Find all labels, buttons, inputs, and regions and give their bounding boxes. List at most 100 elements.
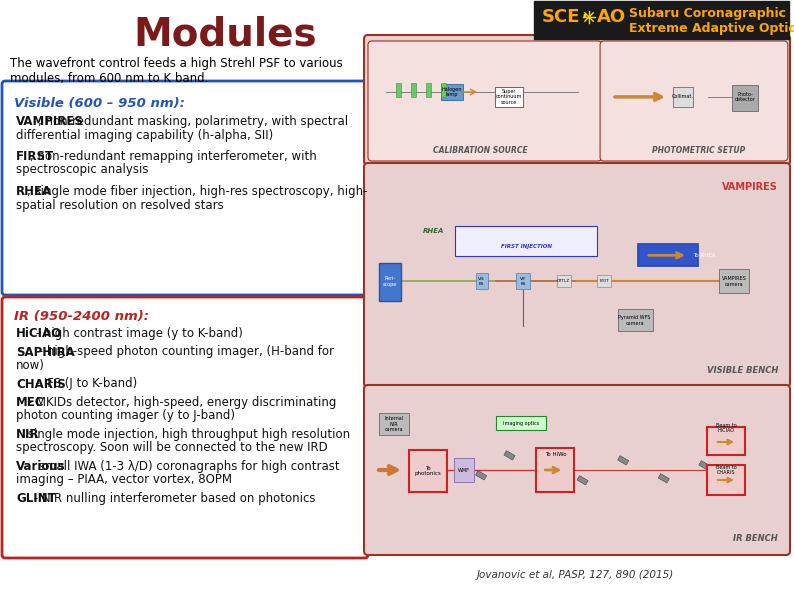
Bar <box>454 458 474 482</box>
Text: Jovanovic et al, PASP, 127, 890 (2015): Jovanovic et al, PASP, 127, 890 (2015) <box>476 570 673 580</box>
Text: Beam to
CHARIS: Beam to CHARIS <box>715 465 736 475</box>
Bar <box>699 461 710 470</box>
Bar <box>396 83 401 97</box>
Text: , non-redundant masking, polarimetry, with spectral: , non-redundant masking, polarimetry, wi… <box>38 115 348 128</box>
FancyBboxPatch shape <box>534 1 789 39</box>
Bar <box>441 83 446 97</box>
Text: Modules: Modules <box>133 15 317 53</box>
Text: IR BENCH: IR BENCH <box>733 534 778 543</box>
Text: FIRST INJECTION: FIRST INJECTION <box>501 244 552 249</box>
Text: NIR: NIR <box>16 428 40 441</box>
Text: photon counting imager (y to J-band): photon counting imager (y to J-band) <box>16 409 235 422</box>
Text: Extreme Adaptive Optics: Extreme Adaptive Optics <box>629 22 794 35</box>
Bar <box>732 85 758 111</box>
Bar <box>495 87 523 107</box>
Text: now): now) <box>16 359 45 372</box>
Bar <box>516 273 530 289</box>
Text: FIRST: FIRST <box>16 150 54 163</box>
Bar <box>638 245 698 267</box>
Bar <box>537 448 574 492</box>
FancyBboxPatch shape <box>600 41 788 161</box>
Bar <box>476 471 487 480</box>
Text: spectroscopic analysis: spectroscopic analysis <box>16 164 148 177</box>
Text: VAMPIRES: VAMPIRES <box>722 182 778 192</box>
Text: HiCIAO: HiCIAO <box>16 327 62 340</box>
Text: IR (950-2400 nm):: IR (950-2400 nm): <box>14 310 149 323</box>
Text: Internal
NIR
camera: Internal NIR camera <box>384 416 403 433</box>
Text: WMF: WMF <box>458 468 470 472</box>
Text: - high contrast image (y to K-band): - high contrast image (y to K-band) <box>33 327 243 340</box>
Text: VAMPIRES
camera: VAMPIRES camera <box>722 276 746 287</box>
Bar <box>707 465 745 495</box>
Text: Subaru Coronagraphic: Subaru Coronagraphic <box>629 7 786 20</box>
Text: Collimat.: Collimat. <box>673 95 694 99</box>
Text: VISIBLE BENCH: VISIBLE BENCH <box>707 366 778 375</box>
Bar <box>411 83 416 97</box>
Text: Photo-
detector: Photo- detector <box>734 92 756 102</box>
Bar <box>618 456 629 465</box>
Text: AO: AO <box>597 8 626 26</box>
Text: The wavefront control feeds a high Strehl PSF to various
modules, from 600 nm to: The wavefront control feeds a high Streh… <box>10 57 343 85</box>
Text: Halogen
lamp: Halogen lamp <box>442 87 462 98</box>
Text: - NIR nulling interferometer based on photonics: - NIR nulling interferometer based on ph… <box>29 492 315 505</box>
Bar <box>673 87 693 107</box>
Text: GLINT: GLINT <box>16 492 56 505</box>
Text: RHEA: RHEA <box>16 185 52 198</box>
Text: spatial resolution on resolved stars: spatial resolution on resolved stars <box>16 199 224 211</box>
Text: Super
continuum
source: Super continuum source <box>496 89 522 105</box>
Bar <box>379 413 409 435</box>
Text: small IWA (1-3 λ/D) coronagraphs for high contrast: small IWA (1-3 λ/D) coronagraphs for hig… <box>35 460 340 473</box>
Text: single mode injection, high throughput high resolution: single mode injection, high throughput h… <box>25 428 350 441</box>
Text: differential imaging capability (h-alpha, SII): differential imaging capability (h-alpha… <box>16 129 273 142</box>
Text: V/F
BS: V/F BS <box>520 277 526 286</box>
Text: Imaging optics: Imaging optics <box>503 421 539 425</box>
Text: VIS
BS: VIS BS <box>478 277 485 286</box>
FancyBboxPatch shape <box>364 35 790 165</box>
Bar <box>476 273 488 289</box>
FancyBboxPatch shape <box>368 41 602 161</box>
Bar <box>441 84 463 100</box>
Text: To RHEA: To RHEA <box>693 253 715 258</box>
Text: To HiWo: To HiWo <box>545 453 566 458</box>
Bar <box>658 474 669 483</box>
Text: To
photonics: To photonics <box>414 466 441 477</box>
Text: VAMPIRES: VAMPIRES <box>16 115 84 128</box>
Text: , non-redundant remapping interferometer, with: , non-redundant remapping interferometer… <box>29 150 317 163</box>
Text: LYOT: LYOT <box>599 279 609 283</box>
Bar <box>379 264 401 301</box>
Bar <box>495 416 545 430</box>
Text: Beam to
HiCIAO: Beam to HiCIAO <box>715 422 736 433</box>
Text: Pyramid WFS
camera: Pyramid WFS camera <box>619 315 651 325</box>
Bar <box>597 275 611 287</box>
Bar <box>557 275 571 287</box>
Bar <box>455 226 597 256</box>
Bar <box>504 450 515 460</box>
Text: Various: Various <box>16 460 66 473</box>
Bar <box>409 450 447 492</box>
Text: - IFS (J to K-band): - IFS (J to K-band) <box>33 377 137 390</box>
Text: - MKIDs detector, high-speed, energy discriminating: - MKIDs detector, high-speed, energy dis… <box>25 396 337 409</box>
Text: - high-speed photon counting imager, (H-band for: - high-speed photon counting imager, (H-… <box>35 346 334 359</box>
Text: ·: · <box>580 5 588 29</box>
Text: SCE: SCE <box>542 8 580 26</box>
Text: RHEA: RHEA <box>422 228 444 234</box>
Text: SAPHIRA: SAPHIRA <box>16 346 75 359</box>
FancyBboxPatch shape <box>364 385 790 555</box>
Text: imaging – PIAA, vector vortex, 8OPM: imaging – PIAA, vector vortex, 8OPM <box>16 474 232 487</box>
FancyBboxPatch shape <box>364 163 790 387</box>
Text: spectroscopy. Soon will be connected to the new IRD: spectroscopy. Soon will be connected to … <box>16 441 328 455</box>
Bar <box>618 309 653 331</box>
Bar <box>577 475 588 485</box>
Bar <box>719 270 749 293</box>
Text: MEC: MEC <box>16 396 44 409</box>
Bar <box>426 83 431 97</box>
Text: PHOTOMETRIC SETUP: PHOTOMETRIC SETUP <box>652 146 745 155</box>
Text: , single mode fiber injection, high-res spectroscopy, high-: , single mode fiber injection, high-res … <box>27 185 368 198</box>
Text: CALIBRATION SOURCE: CALIBRATION SOURCE <box>434 146 528 155</box>
FancyBboxPatch shape <box>2 297 368 558</box>
Text: CHARIS: CHARIS <box>16 377 66 390</box>
Text: OTTLZ: OTTLZ <box>557 279 570 283</box>
FancyBboxPatch shape <box>2 81 368 295</box>
Text: Peri-
scope: Peri- scope <box>383 276 397 287</box>
Text: Visible (600 – 950 nm):: Visible (600 – 950 nm): <box>14 97 185 110</box>
